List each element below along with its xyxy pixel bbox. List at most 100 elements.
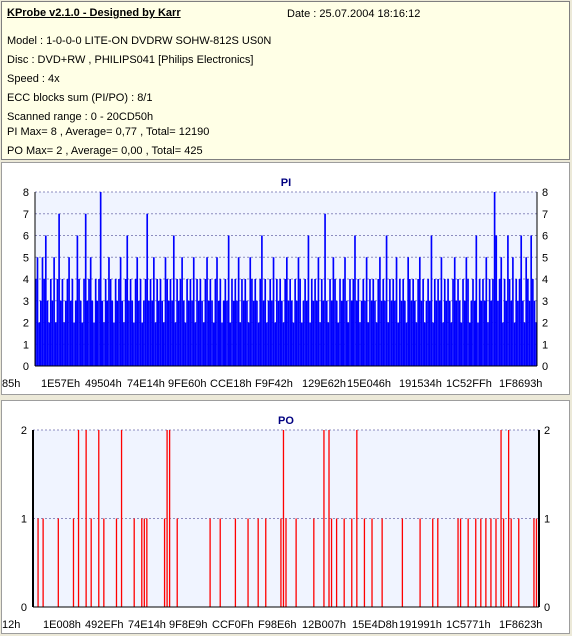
pi-bar [108, 257, 110, 366]
pi-bar [81, 322, 84, 366]
pi-bar [196, 279, 198, 366]
pi-bar [375, 322, 378, 366]
pi-bar [478, 279, 481, 366]
pi-bar [249, 257, 252, 366]
pi-bar [475, 235, 478, 366]
pi-bar [402, 279, 405, 366]
pi-bar [164, 257, 167, 366]
pi-bar [51, 300, 54, 366]
pi-bar [86, 300, 89, 366]
pi-bar [317, 257, 320, 366]
pi-bar [177, 300, 180, 366]
pi-bar [99, 192, 102, 366]
pi-chart: 0 0 1 1 2 2 3 3 4 4 5 5 6 6 7 7 8 8 PI 85h 1E57Eh 49504h 74E14… [2, 177, 548, 390]
pi-bar [73, 322, 75, 366]
pi-bar [527, 279, 529, 366]
pi-bar [304, 279, 306, 366]
pi-bar [390, 300, 393, 366]
pi-bar [247, 322, 250, 366]
pi-bar [254, 279, 257, 366]
pi-bar [141, 322, 144, 366]
pi-bar [286, 257, 288, 366]
pi-bar [241, 279, 243, 366]
pi-bar [377, 279, 380, 366]
y-tick-label-left: 2 [23, 318, 29, 330]
pi-bar [76, 235, 79, 366]
pi-bar [455, 300, 458, 366]
pi-bar [98, 279, 100, 366]
pi-bar [342, 279, 345, 366]
pi-bar [237, 257, 240, 366]
x-tick-label: CCE18h [210, 378, 252, 390]
pi-bar [109, 279, 112, 366]
pi-bar [58, 213, 60, 366]
pi-bar [239, 322, 242, 366]
pi-bar [224, 279, 227, 366]
pi-bar [174, 322, 177, 366]
pi-bar [392, 279, 395, 366]
x-tick-label: F9F42h [255, 378, 293, 390]
pi-bar [104, 279, 107, 366]
pi-bar [161, 300, 163, 366]
x-tick-label: 1F8693h [499, 378, 542, 390]
pi-bar [256, 300, 258, 366]
x-tick-label: 1E57Eh [41, 378, 80, 390]
pi-bar [187, 300, 190, 366]
pi-bar [337, 322, 340, 366]
y-tick-label-left: 1 [21, 514, 27, 526]
pi-bar [276, 279, 278, 366]
pi-bar [372, 279, 375, 366]
pi-bar [442, 322, 444, 366]
pi-bar [438, 300, 441, 366]
pi-bar [290, 300, 293, 366]
y-tick-label-right: 0 [544, 602, 550, 614]
pi-bar [349, 279, 351, 366]
pi-bar [400, 300, 403, 366]
pi-bar [44, 235, 47, 366]
x-tick-label: 15E046h [347, 378, 391, 390]
y-tick-label-left: 2 [21, 425, 27, 437]
pi-bar [423, 322, 426, 366]
pi-bar [500, 257, 503, 366]
pi-bar [262, 300, 265, 366]
pi-bar [91, 300, 94, 366]
pi-bar [53, 257, 55, 366]
pi-bar [530, 235, 533, 366]
po-chart-panel: 0 0 1 1 2 2 PO 12h 1E008h 492EFh 74E14h 9F8E9h CCF0F… [1, 400, 570, 634]
pi-stats: PI Max= 8 , Average= 0,77 , Total= 12190 [7, 126, 210, 138]
pi-bar [502, 322, 504, 366]
pi-bar [221, 322, 223, 366]
pi-bar [56, 279, 59, 366]
pi-bar [445, 300, 448, 366]
pi-bar [124, 279, 127, 366]
x-tick-label: 74E14h [128, 619, 166, 631]
pi-bar [191, 300, 193, 366]
pi-bar [493, 192, 496, 366]
pi-bar [169, 279, 172, 366]
pi-bar [487, 322, 489, 366]
pi-bar [197, 300, 200, 366]
pi-bar [156, 279, 159, 366]
pi-bar [284, 279, 286, 366]
pi-bar [467, 279, 469, 366]
pi-bar [297, 257, 300, 366]
pi-bar [409, 279, 411, 366]
disc-info: Disc : DVD+RW , PHILIPS041 [Philips Elec… [7, 54, 254, 66]
pi-bar [74, 300, 77, 366]
pi-bar [360, 300, 363, 366]
pi-bar [171, 300, 173, 366]
pi-bar [483, 300, 486, 366]
pi-bar [513, 322, 516, 366]
x-tick-label: 191991h [399, 619, 442, 631]
pi-bar [69, 300, 72, 366]
pi-bar [492, 279, 494, 366]
pi-bar [199, 279, 202, 366]
pi-bar [252, 300, 255, 366]
chart-title: PO [278, 415, 294, 427]
pi-bar [324, 213, 326, 366]
pi-bar [272, 257, 275, 366]
pi-bar [300, 322, 303, 366]
pi-bar [106, 300, 109, 366]
pi-bar [498, 279, 501, 366]
pi-bar [101, 300, 104, 366]
